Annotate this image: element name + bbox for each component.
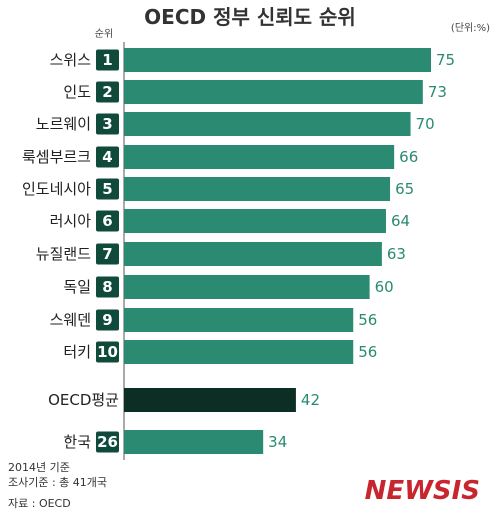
rank-label-row-1: 1 — [102, 51, 112, 69]
category-label-row-3: 노르웨이 — [36, 115, 91, 133]
value-label-row-7: 63 — [387, 245, 406, 263]
rank-badge-row-2 — [96, 81, 119, 103]
bar-row-6 — [124, 209, 386, 233]
rank-badge-row-4 — [96, 146, 119, 168]
value-label-row-10: 56 — [358, 343, 377, 361]
rank-label-row-5: 5 — [102, 180, 112, 198]
value-label-row-9: 56 — [358, 311, 377, 329]
value-label-row-4: 66 — [399, 148, 418, 166]
rank-badge-row-10 — [96, 341, 119, 363]
rank-badge-row-9 — [96, 309, 119, 331]
bar-row-7 — [124, 242, 382, 266]
rank-label-row-7: 7 — [102, 245, 112, 263]
category-label-row-11: OECD평균 — [48, 391, 119, 409]
rank-badge-row-8 — [96, 276, 119, 298]
bar-row-2 — [124, 80, 423, 104]
value-label-row-6: 64 — [391, 212, 410, 230]
footnote-survey: 조사기준 : 총 41개국 — [8, 476, 107, 489]
newsis-logo: NEWSIS — [365, 476, 480, 506]
category-label-row-6: 러시아 — [50, 212, 92, 230]
bar-row-9 — [124, 308, 354, 332]
value-label-row-1: 75 — [436, 51, 455, 69]
rank-label-row-6: 6 — [102, 212, 112, 230]
value-label-row-8: 60 — [375, 278, 394, 296]
footnote-source: 자료 : OECD — [8, 497, 71, 510]
rank-label-row-12: 26 — [97, 433, 118, 451]
bar-row-3 — [124, 112, 411, 136]
bar-row-1 — [124, 48, 431, 72]
category-label-row-4: 룩셈부르크 — [22, 148, 91, 166]
rank-badge-row-5 — [96, 178, 119, 200]
value-label-row-5: 65 — [395, 180, 414, 198]
category-label-row-7: 뉴질랜드 — [36, 245, 91, 263]
category-label-row-2: 인도 — [63, 83, 91, 101]
footnote-year: 2014년 기준 — [8, 461, 70, 474]
bar-row-4 — [124, 145, 395, 169]
value-label-row-11: 42 — [301, 391, 320, 409]
category-label-row-5: 인도네시아 — [22, 180, 91, 198]
rank-badge-row-1 — [96, 49, 119, 71]
bars-group: 75 1 스위스 73 2 인도 70 3 노르웨이 66 4 룩셈부르크 65 5 인도네시아 64 6 러시아… — [22, 48, 455, 454]
rank-label-row-8: 8 — [102, 278, 112, 296]
rank-label-row-9: 9 — [102, 311, 112, 329]
chart-title: OECD 정부 신뢰도 순위 — [144, 5, 356, 29]
value-label-row-12: 34 — [268, 433, 287, 451]
bar-row-10 — [124, 340, 354, 364]
value-label-row-3: 70 — [416, 115, 435, 133]
unit-label: (단위:%) — [451, 21, 490, 34]
rank-label-row-4: 4 — [102, 148, 112, 166]
category-label-row-8: 독일 — [63, 278, 91, 296]
category-label-row-12: 한국 — [63, 433, 91, 451]
category-label-row-9: 스웨덴 — [50, 311, 91, 329]
bar-row-8 — [124, 275, 370, 299]
rank-badge-row-12 — [96, 431, 119, 453]
bar-row-12 — [124, 430, 264, 454]
value-label-row-2: 73 — [428, 83, 447, 101]
rank-badge-row-3 — [96, 113, 119, 135]
bar-row-5 — [124, 177, 391, 201]
rank-label-row-3: 3 — [102, 115, 112, 133]
rank-label-row-2: 2 — [102, 83, 112, 101]
rank-header: 순위 — [95, 27, 113, 40]
category-label-row-10: 터키 — [63, 343, 91, 361]
rank-badge-row-7 — [96, 243, 119, 265]
rank-label-row-10: 10 — [97, 343, 118, 361]
category-label-row-1: 스위스 — [50, 51, 92, 69]
rank-badge-row-6 — [96, 210, 119, 232]
bar-row-11 — [124, 388, 296, 412]
